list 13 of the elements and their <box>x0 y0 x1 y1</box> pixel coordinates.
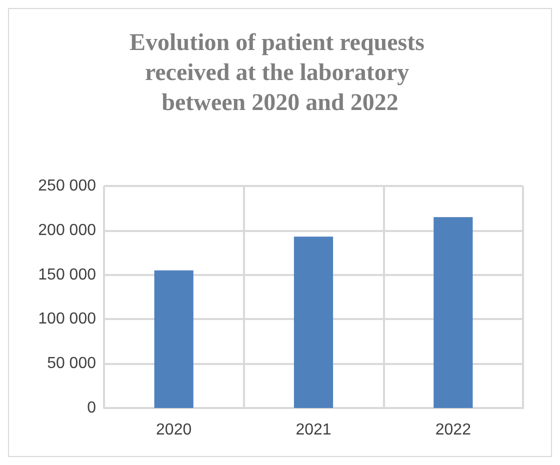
bar <box>294 236 334 408</box>
y-tick-label: 150 000 <box>38 266 96 284</box>
x-tick-label: 2022 <box>435 422 472 438</box>
y-tick-label: 50 000 <box>47 355 96 372</box>
bar <box>154 270 194 408</box>
chart-title: Evolution of patient requests received at the laboratory between 2020 and 2022 <box>130 30 430 116</box>
y-tick-label: 0 <box>87 400 96 416</box>
x-tick-label: 2020 <box>156 422 192 438</box>
bar <box>434 217 473 408</box>
y-tick-label: 100 000 <box>38 310 96 328</box>
y-tick-label: 250 000 <box>38 178 96 194</box>
y-tick-label: 200 000 <box>38 222 96 239</box>
x-tick-label: 2021 <box>296 422 332 438</box>
